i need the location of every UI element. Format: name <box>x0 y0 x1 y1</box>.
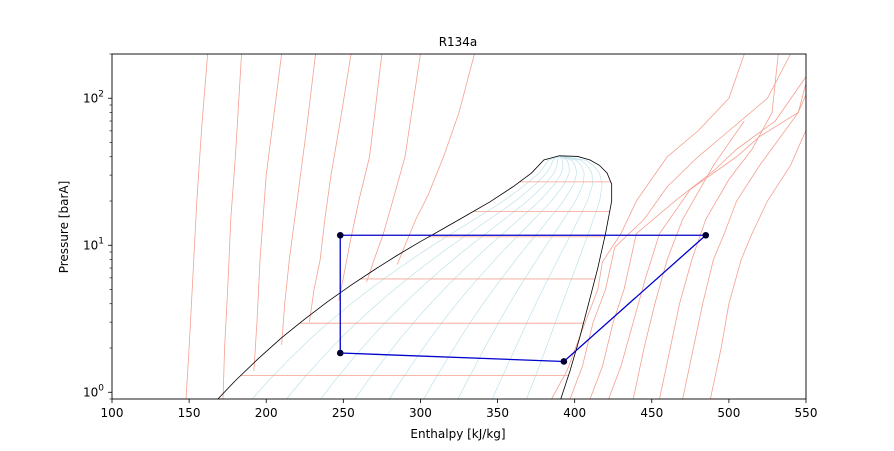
isotherm-1 <box>185 54 209 399</box>
x-tick-label-150: 150 <box>178 406 201 420</box>
saturation-dome <box>217 155 613 399</box>
plot-area <box>111 53 807 400</box>
axis-ticks: 100 150 200 250 300 350 400 450 500 550 100 101 102 <box>83 53 818 420</box>
chart-title: R134a <box>439 35 478 49</box>
isotherm-15 <box>682 81 806 399</box>
x-tick-label-250: 250 <box>332 406 355 420</box>
refrigeration-cycle-line <box>339 234 708 363</box>
quality-line-9 <box>526 155 603 399</box>
isotherm-16 <box>709 129 806 399</box>
isotherm-4 <box>281 54 316 345</box>
x-tick-label-500: 500 <box>717 406 740 420</box>
cycle-point-4 <box>336 231 344 239</box>
plot-clipped-layer <box>185 54 806 399</box>
y-tick-label-1: 100 <box>83 383 104 399</box>
cycle-point-1 <box>336 349 344 357</box>
cycle-point-3 <box>702 231 710 239</box>
isotherm-10 <box>569 54 791 399</box>
isotherm-11 <box>589 76 806 399</box>
quality-line-5 <box>388 155 570 399</box>
cycle-point-2 <box>560 358 568 365</box>
x-tick-label-550: 550 <box>795 406 818 420</box>
y-axis-label: Pressure [barA] <box>57 181 71 274</box>
quality-line-4 <box>354 155 564 399</box>
isotherm-8 <box>396 54 475 265</box>
isotherm-2 <box>222 54 242 399</box>
x-tick-label-300: 300 <box>409 406 432 420</box>
quality-line-6 <box>423 155 577 399</box>
quality-line-7 <box>457 155 585 399</box>
x-tick-label-450: 450 <box>640 406 663 420</box>
y-tick-label-10: 101 <box>83 236 104 252</box>
isotherm-12 <box>608 93 806 399</box>
plot-frame <box>111 53 807 400</box>
isotherm-3 <box>253 54 283 371</box>
isotherm-14 <box>659 54 779 399</box>
isotherm-5 <box>309 54 352 323</box>
x-tick-label-100: 100 <box>101 406 124 420</box>
y-tick-label-100: 102 <box>83 89 104 105</box>
isotherm-9 <box>551 54 745 399</box>
x-tick-label-400: 400 <box>563 406 586 420</box>
isotherm-7 <box>366 54 421 283</box>
x-tick-label-200: 200 <box>255 406 278 420</box>
x-tick-label-350: 350 <box>486 406 509 420</box>
isotherm-6 <box>338 54 383 301</box>
quality-line-1 <box>251 155 560 399</box>
isotherm-13 <box>632 120 745 399</box>
x-axis-label: Enthalpy [kJ/kg] <box>410 427 505 441</box>
quality-line-3 <box>320 155 560 399</box>
quality-line-8 <box>491 155 593 399</box>
quality-line-2 <box>286 155 560 399</box>
